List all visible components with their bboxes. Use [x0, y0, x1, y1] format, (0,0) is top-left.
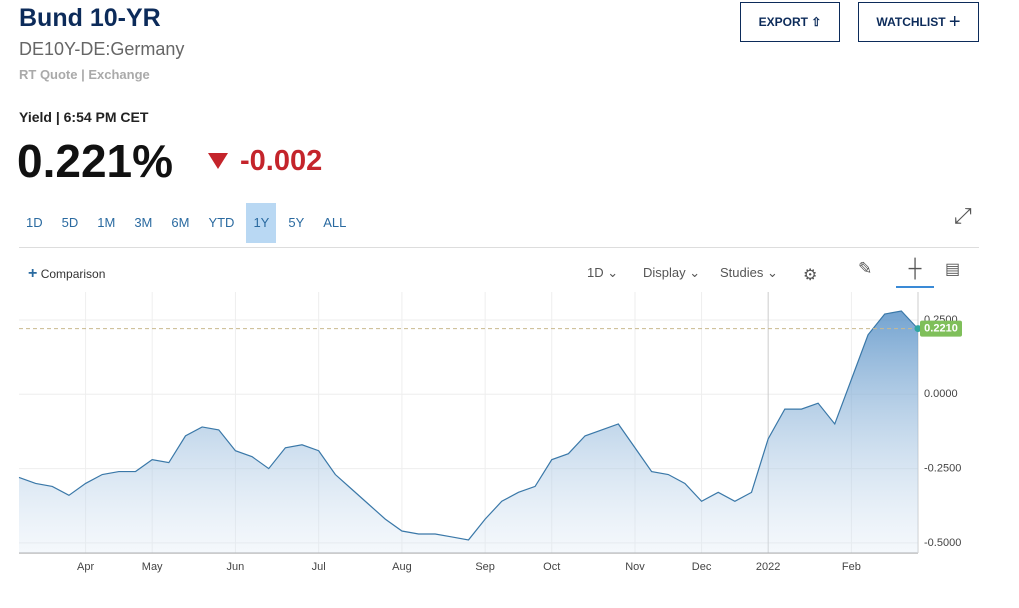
- range-button[interactable]: YTD: [208, 215, 235, 230]
- crosshair[interactable]: ┼: [896, 258, 934, 288]
- watchlist-button[interactable]: WATCHLIST +: [858, 2, 979, 42]
- expand-icon[interactable]: ⤢: [954, 203, 972, 228]
- quote-type: RT Quote | Exchange: [19, 67, 150, 82]
- range-button[interactable]: 1D: [26, 215, 43, 230]
- display[interactable]: Display ⌄: [643, 265, 701, 280]
- separator: [19, 247, 979, 248]
- label: 1D: [587, 265, 604, 280]
- studies[interactable]: Studies ⌄: [720, 265, 778, 280]
- change: -0.002: [240, 145, 323, 177]
- y-tick-label: -0.2500: [924, 462, 961, 474]
- settings[interactable]: ⚙: [803, 267, 818, 284]
- down-arrow: [208, 153, 228, 169]
- line: [18, 310, 919, 541]
- export-button[interactable]: EXPORT ⇧: [740, 2, 840, 42]
- range-button[interactable]: 3M: [134, 215, 153, 230]
- comment[interactable]: ▤: [945, 261, 961, 278]
- range-button[interactable]: 5D: [61, 215, 79, 230]
- x-tick-label: 2022: [756, 561, 780, 573]
- range-button[interactable]: 1Y: [246, 203, 277, 243]
- x-tick-label: Apr: [77, 561, 94, 573]
- range-button[interactable]: 5Y: [288, 215, 305, 230]
- x-tick-label: Nov: [625, 561, 645, 573]
- range-button[interactable]: 6M: [171, 215, 190, 230]
- draw[interactable]: ✎: [858, 259, 873, 278]
- x-tick-label: Oct: [543, 561, 560, 573]
- x-tick-label: May: [142, 561, 163, 573]
- label: Studies: [720, 265, 764, 280]
- x-tick-label: Jul: [312, 561, 326, 573]
- last-label: 0.2210: [924, 322, 958, 334]
- x-tick-label: Feb: [842, 561, 861, 573]
- label: Display: [643, 265, 686, 280]
- x-tick-label: Sep: [475, 561, 495, 573]
- label: WATCHLIST: [876, 15, 946, 29]
- price: 0.221%: [17, 135, 174, 187]
- x-tick-label: Aug: [392, 561, 412, 573]
- yield-time: Yield | 6:54 PM CET: [19, 109, 149, 125]
- last-dot: [914, 325, 922, 333]
- area: [19, 311, 918, 553]
- comparison[interactable]: + Comparison: [28, 265, 106, 282]
- title: Bund 10-YR: [19, 4, 161, 32]
- range-button[interactable]: 1M: [97, 215, 116, 230]
- range-bar: 1D 5D 1M 3M 6M YTD 1Y 5Y ALL: [19, 203, 358, 243]
- y-tick-label: 0.0000: [924, 388, 958, 400]
- last-badge: [920, 320, 962, 337]
- x-tick-label: Jun: [227, 561, 245, 573]
- y-tick-label: -0.5000: [924, 537, 961, 549]
- symbol: DE10Y-DE:Germany: [19, 39, 185, 59]
- x-tick-label: Dec: [692, 561, 712, 573]
- interval[interactable]: 1D ⌄: [587, 265, 619, 280]
- label: Comparison: [40, 267, 106, 281]
- label: EXPORT: [758, 15, 808, 29]
- range-button[interactable]: ALL: [323, 215, 347, 230]
